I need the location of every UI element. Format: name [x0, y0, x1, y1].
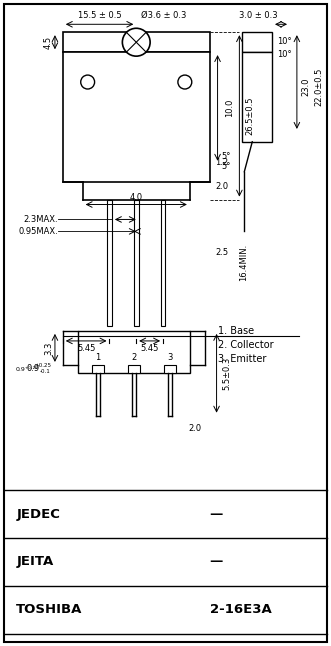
Text: 0.95MAX.: 0.95MAX.	[18, 227, 58, 236]
Text: 5.45: 5.45	[77, 344, 95, 353]
Text: —: —	[210, 556, 223, 568]
Text: 3. Emitter: 3. Emitter	[217, 354, 266, 364]
Text: 2.5: 2.5	[215, 248, 229, 257]
Text: 4.5: 4.5	[44, 36, 53, 49]
Text: 2-16E3A: 2-16E3A	[210, 603, 271, 616]
Text: 0.9: 0.9	[27, 364, 40, 373]
Text: +0.25
-0.1: +0.25 -0.1	[34, 364, 51, 374]
Text: JEDEC: JEDEC	[16, 508, 60, 521]
Circle shape	[178, 75, 192, 89]
Bar	[107, 200, 112, 326]
Text: 1: 1	[95, 353, 100, 362]
Text: 2.0: 2.0	[215, 182, 229, 191]
Bar	[78, 331, 190, 373]
Bar	[63, 52, 210, 182]
Text: 0.9⁺⁰⋅²⁵: 0.9⁺⁰⋅²⁵	[16, 368, 38, 372]
Circle shape	[81, 75, 95, 89]
Bar	[92, 365, 104, 373]
Text: TOSHIBA: TOSHIBA	[16, 603, 83, 616]
Text: Ø3.6 ± 0.3: Ø3.6 ± 0.3	[141, 12, 187, 20]
Text: 22.0±0.5: 22.0±0.5	[315, 68, 324, 106]
Circle shape	[122, 28, 150, 56]
Text: 16.4MIN.: 16.4MIN.	[239, 244, 248, 282]
Text: 2: 2	[131, 353, 136, 362]
Text: 23.0: 23.0	[302, 78, 311, 96]
Text: 10°: 10°	[277, 37, 292, 47]
Text: 10.0: 10.0	[225, 99, 234, 117]
Bar	[164, 365, 176, 373]
Text: JEITA: JEITA	[16, 556, 54, 568]
Text: 5°: 5°	[221, 152, 230, 162]
Text: 2.0: 2.0	[188, 424, 201, 433]
Bar	[63, 32, 210, 52]
Text: 2. Collector: 2. Collector	[217, 340, 273, 350]
Text: 5°: 5°	[221, 162, 230, 171]
Text: 1.2: 1.2	[215, 158, 229, 167]
Text: 3.0 ± 0.3: 3.0 ± 0.3	[239, 12, 278, 20]
Text: 15.5 ± 0.5: 15.5 ± 0.5	[78, 12, 121, 20]
Text: —: —	[210, 508, 223, 521]
Text: 3.3: 3.3	[44, 341, 53, 355]
Text: 10°: 10°	[277, 50, 292, 59]
Text: 4.0: 4.0	[130, 193, 143, 202]
Bar	[242, 32, 272, 52]
Text: 5.5±0.3: 5.5±0.3	[222, 357, 231, 390]
Bar	[128, 365, 140, 373]
Text: 5.45: 5.45	[140, 344, 159, 353]
Text: 3: 3	[167, 353, 173, 362]
Text: 1. Base: 1. Base	[217, 326, 254, 336]
Bar	[161, 200, 166, 326]
Text: 26.5±0.5: 26.5±0.5	[245, 97, 254, 135]
Bar	[242, 52, 272, 141]
Bar	[134, 200, 139, 326]
Text: 2.3MAX.: 2.3MAX.	[23, 215, 58, 224]
